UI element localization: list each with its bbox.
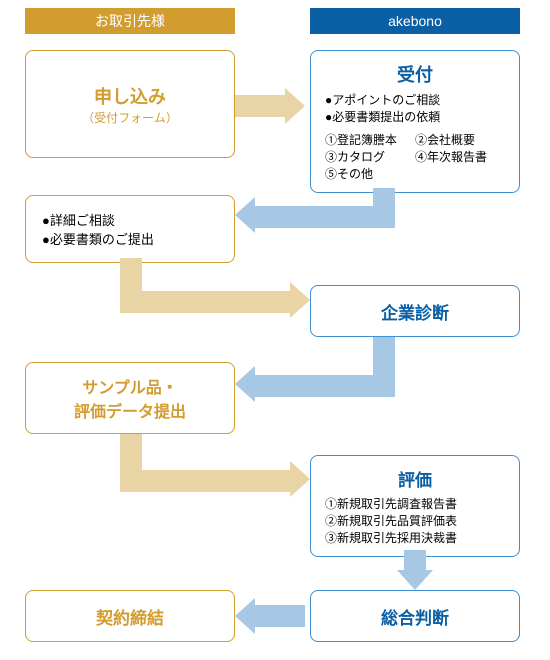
sample-title-2: 評価データ提出 bbox=[40, 398, 220, 422]
reception-numbered: ①登記簿謄本 ②会社概要 ③カタログ ④年次報告書 ⑤その他 bbox=[325, 131, 505, 182]
evaluation-title: 評価 bbox=[325, 466, 505, 491]
arrow-sample-to-evaluation bbox=[120, 434, 310, 504]
arrow-apply-to-reception bbox=[235, 88, 305, 124]
box-sample: サンプル品・ 評価データ提出 bbox=[25, 362, 235, 434]
evaluation-item: ②新規取引先品質評価表 bbox=[325, 512, 505, 529]
reception-title: 受付 bbox=[325, 61, 505, 87]
box-reception: 受付 アポイントのご相談 必要書類提出の依頼 ①登記簿謄本 ②会社概要 ③カタロ… bbox=[310, 50, 520, 193]
reception-num-item: ①登記簿謄本 bbox=[325, 131, 415, 148]
box-diagnosis: 企業診断 bbox=[310, 285, 520, 337]
consult-item: 詳細ご相談 bbox=[42, 210, 218, 229]
box-evaluation: 評価 ①新規取引先調査報告書 ②新規取引先品質評価表 ③新規取引先採用決裁書 bbox=[310, 455, 520, 557]
arrow-evaluation-to-judgment bbox=[404, 550, 433, 590]
reception-bullet-item: アポイントのご相談 bbox=[325, 91, 505, 108]
consult-item: 必要書類のご提出 bbox=[42, 229, 218, 248]
reception-bullets: アポイントのご相談 必要書類提出の依頼 bbox=[325, 91, 505, 125]
sample-title-1: サンプル品・ bbox=[40, 374, 220, 398]
header-right: akebono bbox=[310, 8, 520, 34]
arrow-reception-to-consult bbox=[235, 188, 395, 238]
evaluation-item: ③新規取引先採用決裁書 bbox=[325, 529, 505, 546]
judgment-title: 総合判断 bbox=[381, 604, 449, 629]
reception-num-item: ⑤その他 bbox=[325, 165, 415, 182]
reception-num-item: ②会社概要 bbox=[415, 131, 505, 148]
reception-bullet-item: 必要書類提出の依頼 bbox=[325, 108, 505, 125]
arrow-judgment-to-contract bbox=[235, 598, 305, 634]
box-contract: 契約締結 bbox=[25, 590, 235, 642]
diagnosis-title: 企業診断 bbox=[381, 299, 449, 324]
consult-list: 詳細ご相談 必要書類のご提出 bbox=[42, 210, 218, 248]
arrow-consult-to-diagnosis bbox=[120, 258, 310, 323]
reception-num-item: ④年次報告書 bbox=[415, 148, 505, 165]
box-consult: 詳細ご相談 必要書類のご提出 bbox=[25, 195, 235, 263]
header-left: お取引先様 bbox=[25, 8, 235, 34]
contract-title: 契約締結 bbox=[96, 604, 164, 629]
reception-num-item: ③カタログ bbox=[325, 148, 415, 165]
apply-title: 申し込み bbox=[40, 83, 220, 109]
arrow-diagnosis-to-sample bbox=[235, 337, 395, 407]
box-judgment: 総合判断 bbox=[310, 590, 520, 642]
evaluation-list: ①新規取引先調査報告書 ②新規取引先品質評価表 ③新規取引先採用決裁書 bbox=[325, 495, 505, 546]
evaluation-item: ①新規取引先調査報告書 bbox=[325, 495, 505, 512]
apply-subtitle: （受付フォーム） bbox=[40, 109, 220, 126]
box-apply: 申し込み （受付フォーム） bbox=[25, 50, 235, 158]
